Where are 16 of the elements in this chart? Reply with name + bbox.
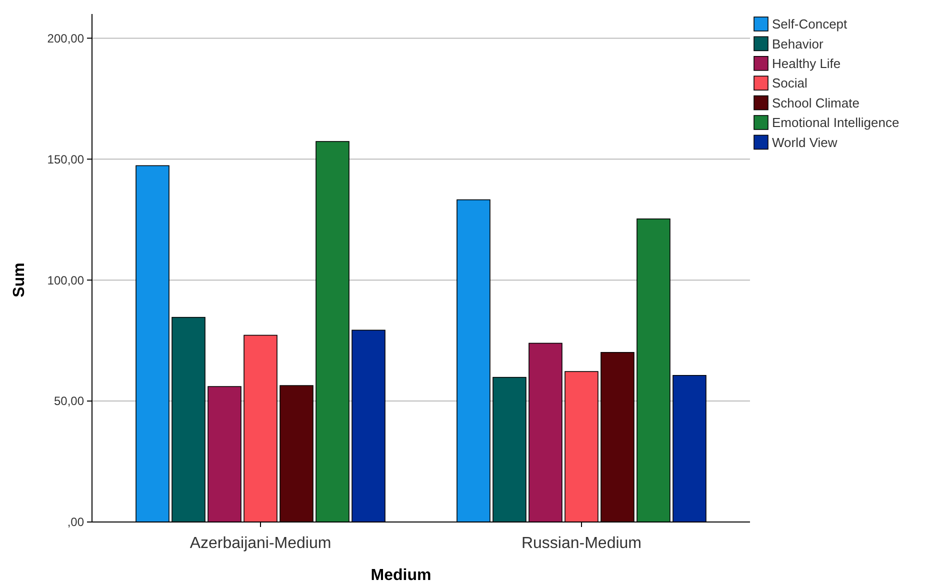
y-tick-label: 50,00: [54, 394, 84, 408]
y-axis-title: Sum: [11, 262, 28, 298]
y-tick-label: 150,00: [47, 152, 84, 166]
x-axis-title: Medium: [370, 567, 432, 584]
legend-label: Behavior: [772, 36, 824, 52]
legend-label: Self-Concept: [772, 16, 848, 32]
legend-label: Healthy Life: [772, 56, 841, 71]
x-tick-label: Azerbaijani-Medium: [190, 535, 332, 552]
y-tick-label: 200,00: [47, 31, 84, 46]
legend-label: Emotional Intelligence: [772, 115, 900, 130]
x-tick-label: Russian-Medium: [521, 535, 642, 552]
y-tick-label: ,00: [67, 515, 84, 530]
legend-label: School Climate: [772, 95, 860, 110]
legend-label: Social: [772, 76, 808, 91]
legend-label: World View: [772, 134, 838, 150]
y-tick-label: 100,00: [47, 273, 84, 288]
